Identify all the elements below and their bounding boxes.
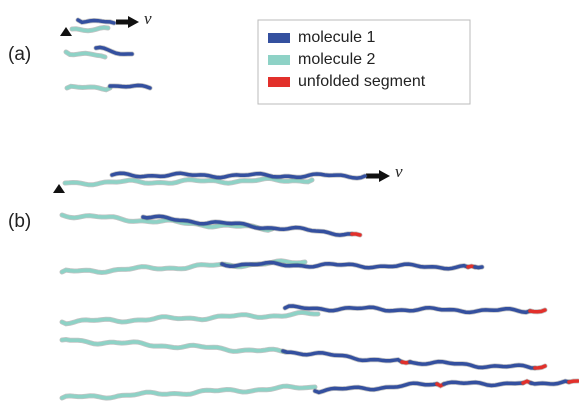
arrow-head	[128, 16, 139, 28]
molecules	[59, 17, 579, 401]
molecule	[60, 384, 317, 400]
molecule	[442, 380, 525, 388]
legend-box	[257, 19, 471, 105]
legend-label: unfolded segment	[298, 73, 426, 90]
legend-swatch	[268, 55, 290, 65]
legend-label: molecule 2	[298, 51, 375, 68]
molecule	[281, 349, 404, 364]
velocity-label: v	[395, 162, 403, 181]
molecule	[533, 364, 547, 370]
molecule	[108, 83, 152, 90]
molecule	[350, 232, 362, 237]
molecule	[408, 359, 537, 370]
molecule	[529, 379, 571, 386]
molecule	[528, 308, 547, 314]
molecule	[65, 84, 112, 92]
anchor	[60, 27, 72, 36]
molecule	[63, 176, 314, 187]
molecule	[60, 213, 274, 233]
molecule	[60, 310, 320, 326]
molecule	[76, 18, 116, 25]
arrow-head	[379, 170, 390, 182]
legend-label: molecule 1	[298, 29, 375, 46]
molecule	[70, 25, 110, 33]
molecule	[94, 45, 134, 56]
molecule	[60, 337, 287, 354]
molecule	[141, 214, 354, 237]
panel-label: (b)	[8, 211, 31, 232]
panel-label: (a)	[8, 44, 31, 65]
molecule	[220, 260, 470, 271]
molecule	[110, 171, 367, 180]
molecule	[313, 381, 439, 395]
molecule	[473, 265, 484, 270]
legend-swatch	[268, 33, 290, 43]
molecule	[567, 379, 579, 384]
velocity-label: v	[144, 9, 152, 28]
legend-swatch	[268, 77, 290, 87]
anchor	[53, 184, 65, 193]
molecule	[283, 304, 532, 315]
molecule	[64, 50, 107, 59]
